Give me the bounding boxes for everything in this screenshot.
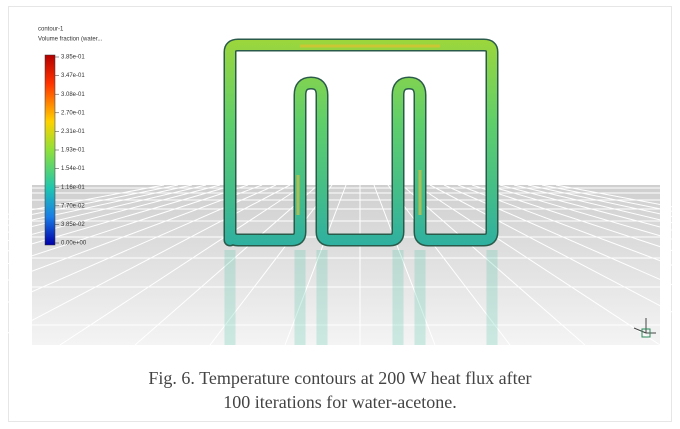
- colorbar-label: 1.93e-01: [61, 148, 85, 154]
- colorbar-label: 3.85e-02: [61, 222, 85, 228]
- colorbar: [45, 55, 55, 245]
- caption-line: Fig. 6. Temperature contours at 200 W he…: [0, 366, 680, 390]
- caption-line: 100 iterations for water-acetone.: [0, 390, 680, 414]
- legend-title: contour-1: [38, 27, 64, 33]
- colorbar-label: 7.70e-02: [61, 203, 85, 209]
- colorbar-label: 2.31e-01: [61, 129, 85, 135]
- page: contour-1 Volume fraction (water... 3.85…: [0, 0, 680, 429]
- colorbar-label: 1.54e-01: [61, 166, 85, 172]
- colorbar-label: 3.47e-01: [61, 73, 85, 79]
- contour-image: contour-1 Volume fraction (water... 3.85…: [0, 0, 680, 360]
- legend-subtitle: Volume fraction (water...: [38, 37, 103, 43]
- colorbar-label: 0.00e+00: [61, 241, 87, 247]
- colorbar-label: 3.08e-01: [61, 92, 85, 98]
- colorbar-label: 1.16e-01: [61, 185, 85, 191]
- colorbar-label: 2.70e-01: [61, 110, 85, 116]
- caption: Fig. 6. Temperature contours at 200 W he…: [0, 366, 680, 414]
- colorbar-label: 3.85e-01: [61, 55, 85, 61]
